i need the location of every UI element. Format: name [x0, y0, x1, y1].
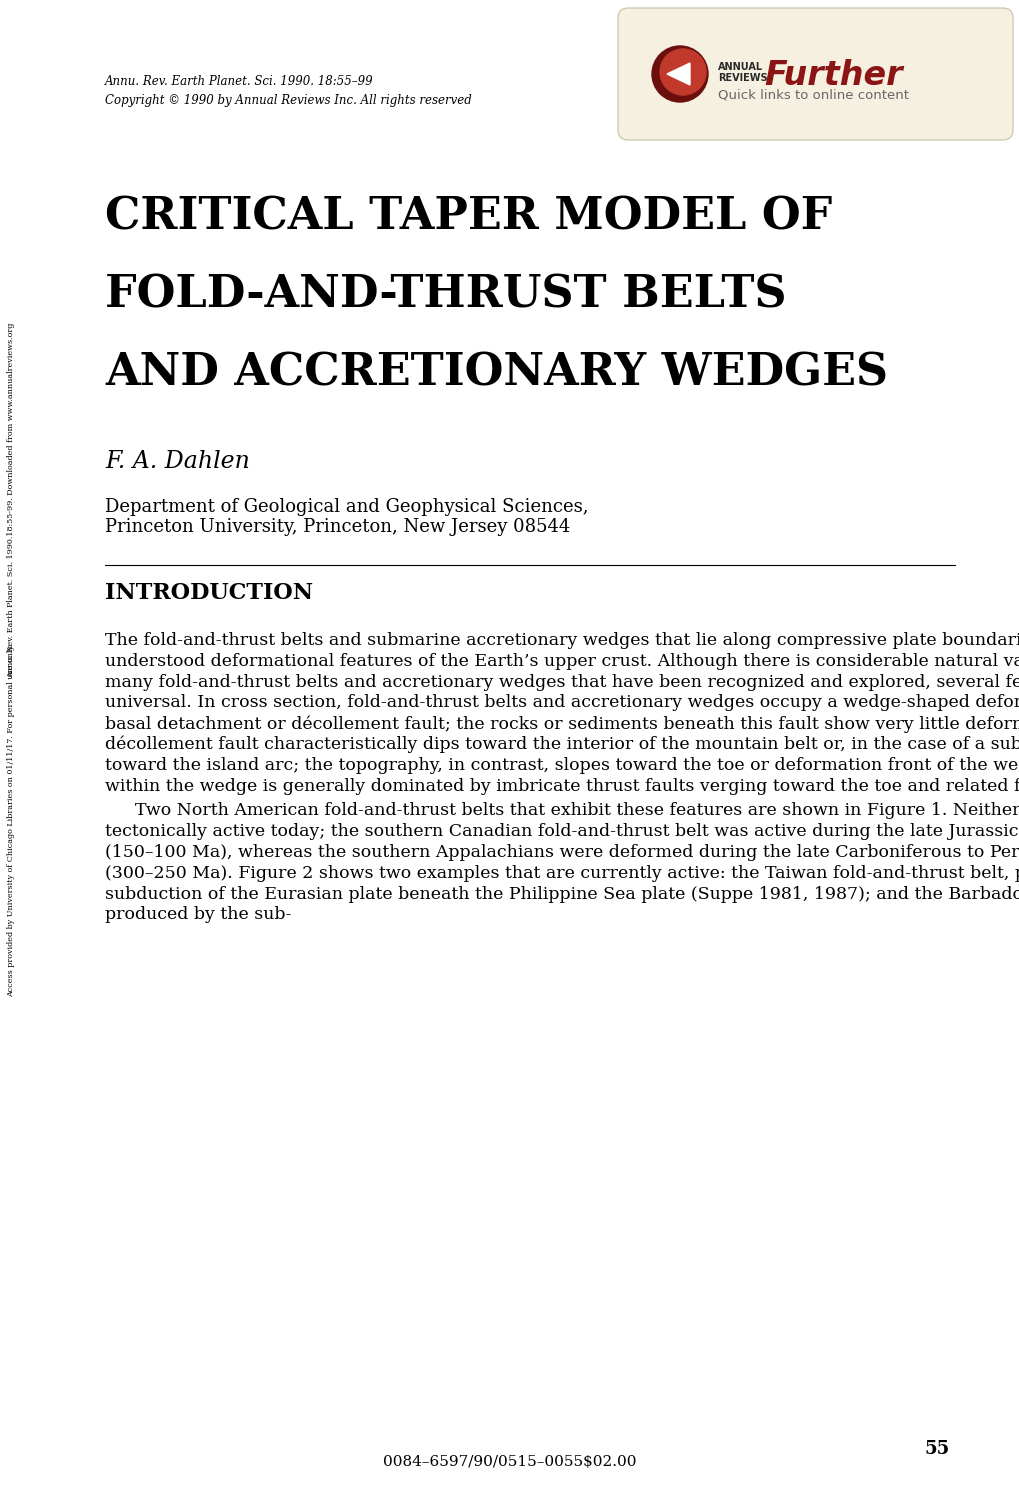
Text: toward the island arc; the topography, in contrast, slopes toward the toe or def: toward the island arc; the topography, i… [105, 756, 1019, 774]
Text: 55: 55 [924, 1440, 949, 1458]
Text: Further: Further [763, 59, 902, 92]
Text: CRITICAL TAPER MODEL OF: CRITICAL TAPER MODEL OF [105, 195, 832, 238]
Text: within the wedge is generally dominated by imbricate thrust faults verging towar: within the wedge is generally dominated … [105, 777, 1019, 795]
Text: 0084–6597/90/0515–0055$02.00: 0084–6597/90/0515–0055$02.00 [383, 1455, 636, 1470]
Text: Two North American fold-and-thrust belts that exhibit these features are shown i: Two North American fold-and-thrust belts… [135, 802, 1019, 819]
Text: décollement fault characteristically dips toward the interior of the mountain be: décollement fault characteristically dip… [105, 736, 1019, 753]
Text: subduction of the Eurasian plate beneath the Philippine Sea plate (Suppe 1981, 1: subduction of the Eurasian plate beneath… [105, 886, 1019, 902]
Text: F. A. Dahlen: F. A. Dahlen [105, 450, 250, 473]
Polygon shape [666, 62, 689, 85]
Text: produced by the sub-: produced by the sub- [105, 906, 291, 923]
Text: Princeton University, Princeton, New Jersey 08544: Princeton University, Princeton, New Jer… [105, 519, 570, 536]
Text: basal detachment or décollement fault; the rocks or sediments beneath this fault: basal detachment or décollement fault; t… [105, 715, 1019, 733]
Circle shape [651, 46, 707, 103]
Text: tectonically active today; the southern Canadian fold-and-thrust belt was active: tectonically active today; the southern … [105, 823, 1019, 840]
Text: understood deformational features of the Earth’s upper crust. Although there is : understood deformational features of the… [105, 652, 1019, 670]
Text: Annu. Rev. Earth Planet. Sci. 1990. 18:55–99: Annu. Rev. Earth Planet. Sci. 1990. 18:5… [105, 74, 373, 88]
Text: REVIEWS: REVIEWS [717, 73, 767, 83]
Text: Annu. Rev. Earth Planet. Sci. 1990.18:55-99. Downloaded from www.annualreviews.o: Annu. Rev. Earth Planet. Sci. 1990.18:55… [7, 322, 15, 678]
Text: FOLD-AND-THRUST BELTS: FOLD-AND-THRUST BELTS [105, 273, 786, 317]
Text: Access provided by University of Chicago Libraries on 01/11/17. For personal use: Access provided by University of Chicago… [7, 643, 15, 997]
Text: INTRODUCTION: INTRODUCTION [105, 583, 313, 603]
Text: (150–100 Ma), whereas the southern Appalachians were deformed during the late Ca: (150–100 Ma), whereas the southern Appal… [105, 844, 1019, 860]
Text: The fold-and-thrust belts and submarine accretionary wedges that lie along compr: The fold-and-thrust belts and submarine … [105, 632, 1019, 649]
Text: universal. In cross section, fold-and-thrust belts and accretionary wedges occup: universal. In cross section, fold-and-th… [105, 694, 1019, 712]
Text: Quick links to online content: Quick links to online content [717, 88, 908, 101]
FancyBboxPatch shape [618, 7, 1012, 140]
Text: ANNUAL: ANNUAL [717, 62, 762, 71]
Text: AND ACCRETIONARY WEDGES: AND ACCRETIONARY WEDGES [105, 351, 888, 394]
Text: Department of Geological and Geophysical Sciences,: Department of Geological and Geophysical… [105, 498, 588, 516]
Text: Copyright © 1990 by Annual Reviews Inc. All rights reserved: Copyright © 1990 by Annual Reviews Inc. … [105, 94, 472, 107]
Text: many fold-and-thrust belts and accretionary wedges that have been recognized and: many fold-and-thrust belts and accretion… [105, 673, 1019, 691]
Circle shape [659, 49, 705, 95]
Text: (300–250 Ma). Figure 2 shows two examples that are currently active: the Taiwan : (300–250 Ma). Figure 2 shows two example… [105, 865, 1019, 881]
